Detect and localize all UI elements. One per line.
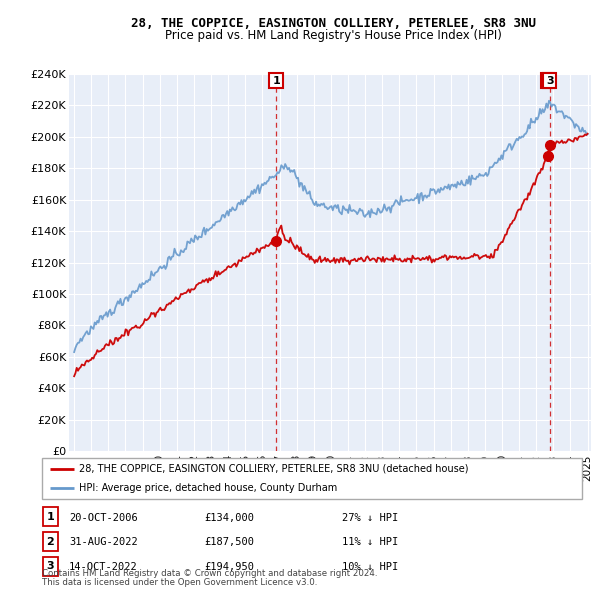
Text: 20-OCT-2006: 20-OCT-2006	[69, 513, 138, 523]
Text: 2: 2	[544, 76, 551, 86]
Text: 11% ↓ HPI: 11% ↓ HPI	[342, 537, 398, 548]
Text: 3: 3	[546, 76, 554, 86]
Text: Contains HM Land Registry data © Crown copyright and database right 2024.: Contains HM Land Registry data © Crown c…	[42, 569, 377, 578]
Text: 3: 3	[47, 562, 54, 572]
Text: 1: 1	[272, 76, 280, 86]
Text: 10% ↓ HPI: 10% ↓ HPI	[342, 562, 398, 572]
Text: 31-AUG-2022: 31-AUG-2022	[69, 537, 138, 548]
Text: Price paid vs. HM Land Registry's House Price Index (HPI): Price paid vs. HM Land Registry's House …	[164, 30, 502, 42]
Text: 2: 2	[47, 537, 54, 547]
Text: 28, THE COPPICE, EASINGTON COLLIERY, PETERLEE, SR8 3NU: 28, THE COPPICE, EASINGTON COLLIERY, PET…	[131, 17, 536, 30]
Text: 27% ↓ HPI: 27% ↓ HPI	[342, 513, 398, 523]
FancyBboxPatch shape	[43, 532, 58, 551]
Text: £187,500: £187,500	[204, 537, 254, 548]
Text: £194,950: £194,950	[204, 562, 254, 572]
Text: £134,000: £134,000	[204, 513, 254, 523]
FancyBboxPatch shape	[43, 507, 58, 526]
Text: 14-OCT-2022: 14-OCT-2022	[69, 562, 138, 572]
Text: 1: 1	[47, 512, 54, 522]
Text: HPI: Average price, detached house, County Durham: HPI: Average price, detached house, Coun…	[79, 483, 337, 493]
Text: This data is licensed under the Open Government Licence v3.0.: This data is licensed under the Open Gov…	[42, 578, 317, 587]
FancyBboxPatch shape	[43, 557, 58, 576]
FancyBboxPatch shape	[42, 458, 582, 499]
Text: 28, THE COPPICE, EASINGTON COLLIERY, PETERLEE, SR8 3NU (detached house): 28, THE COPPICE, EASINGTON COLLIERY, PET…	[79, 464, 468, 474]
